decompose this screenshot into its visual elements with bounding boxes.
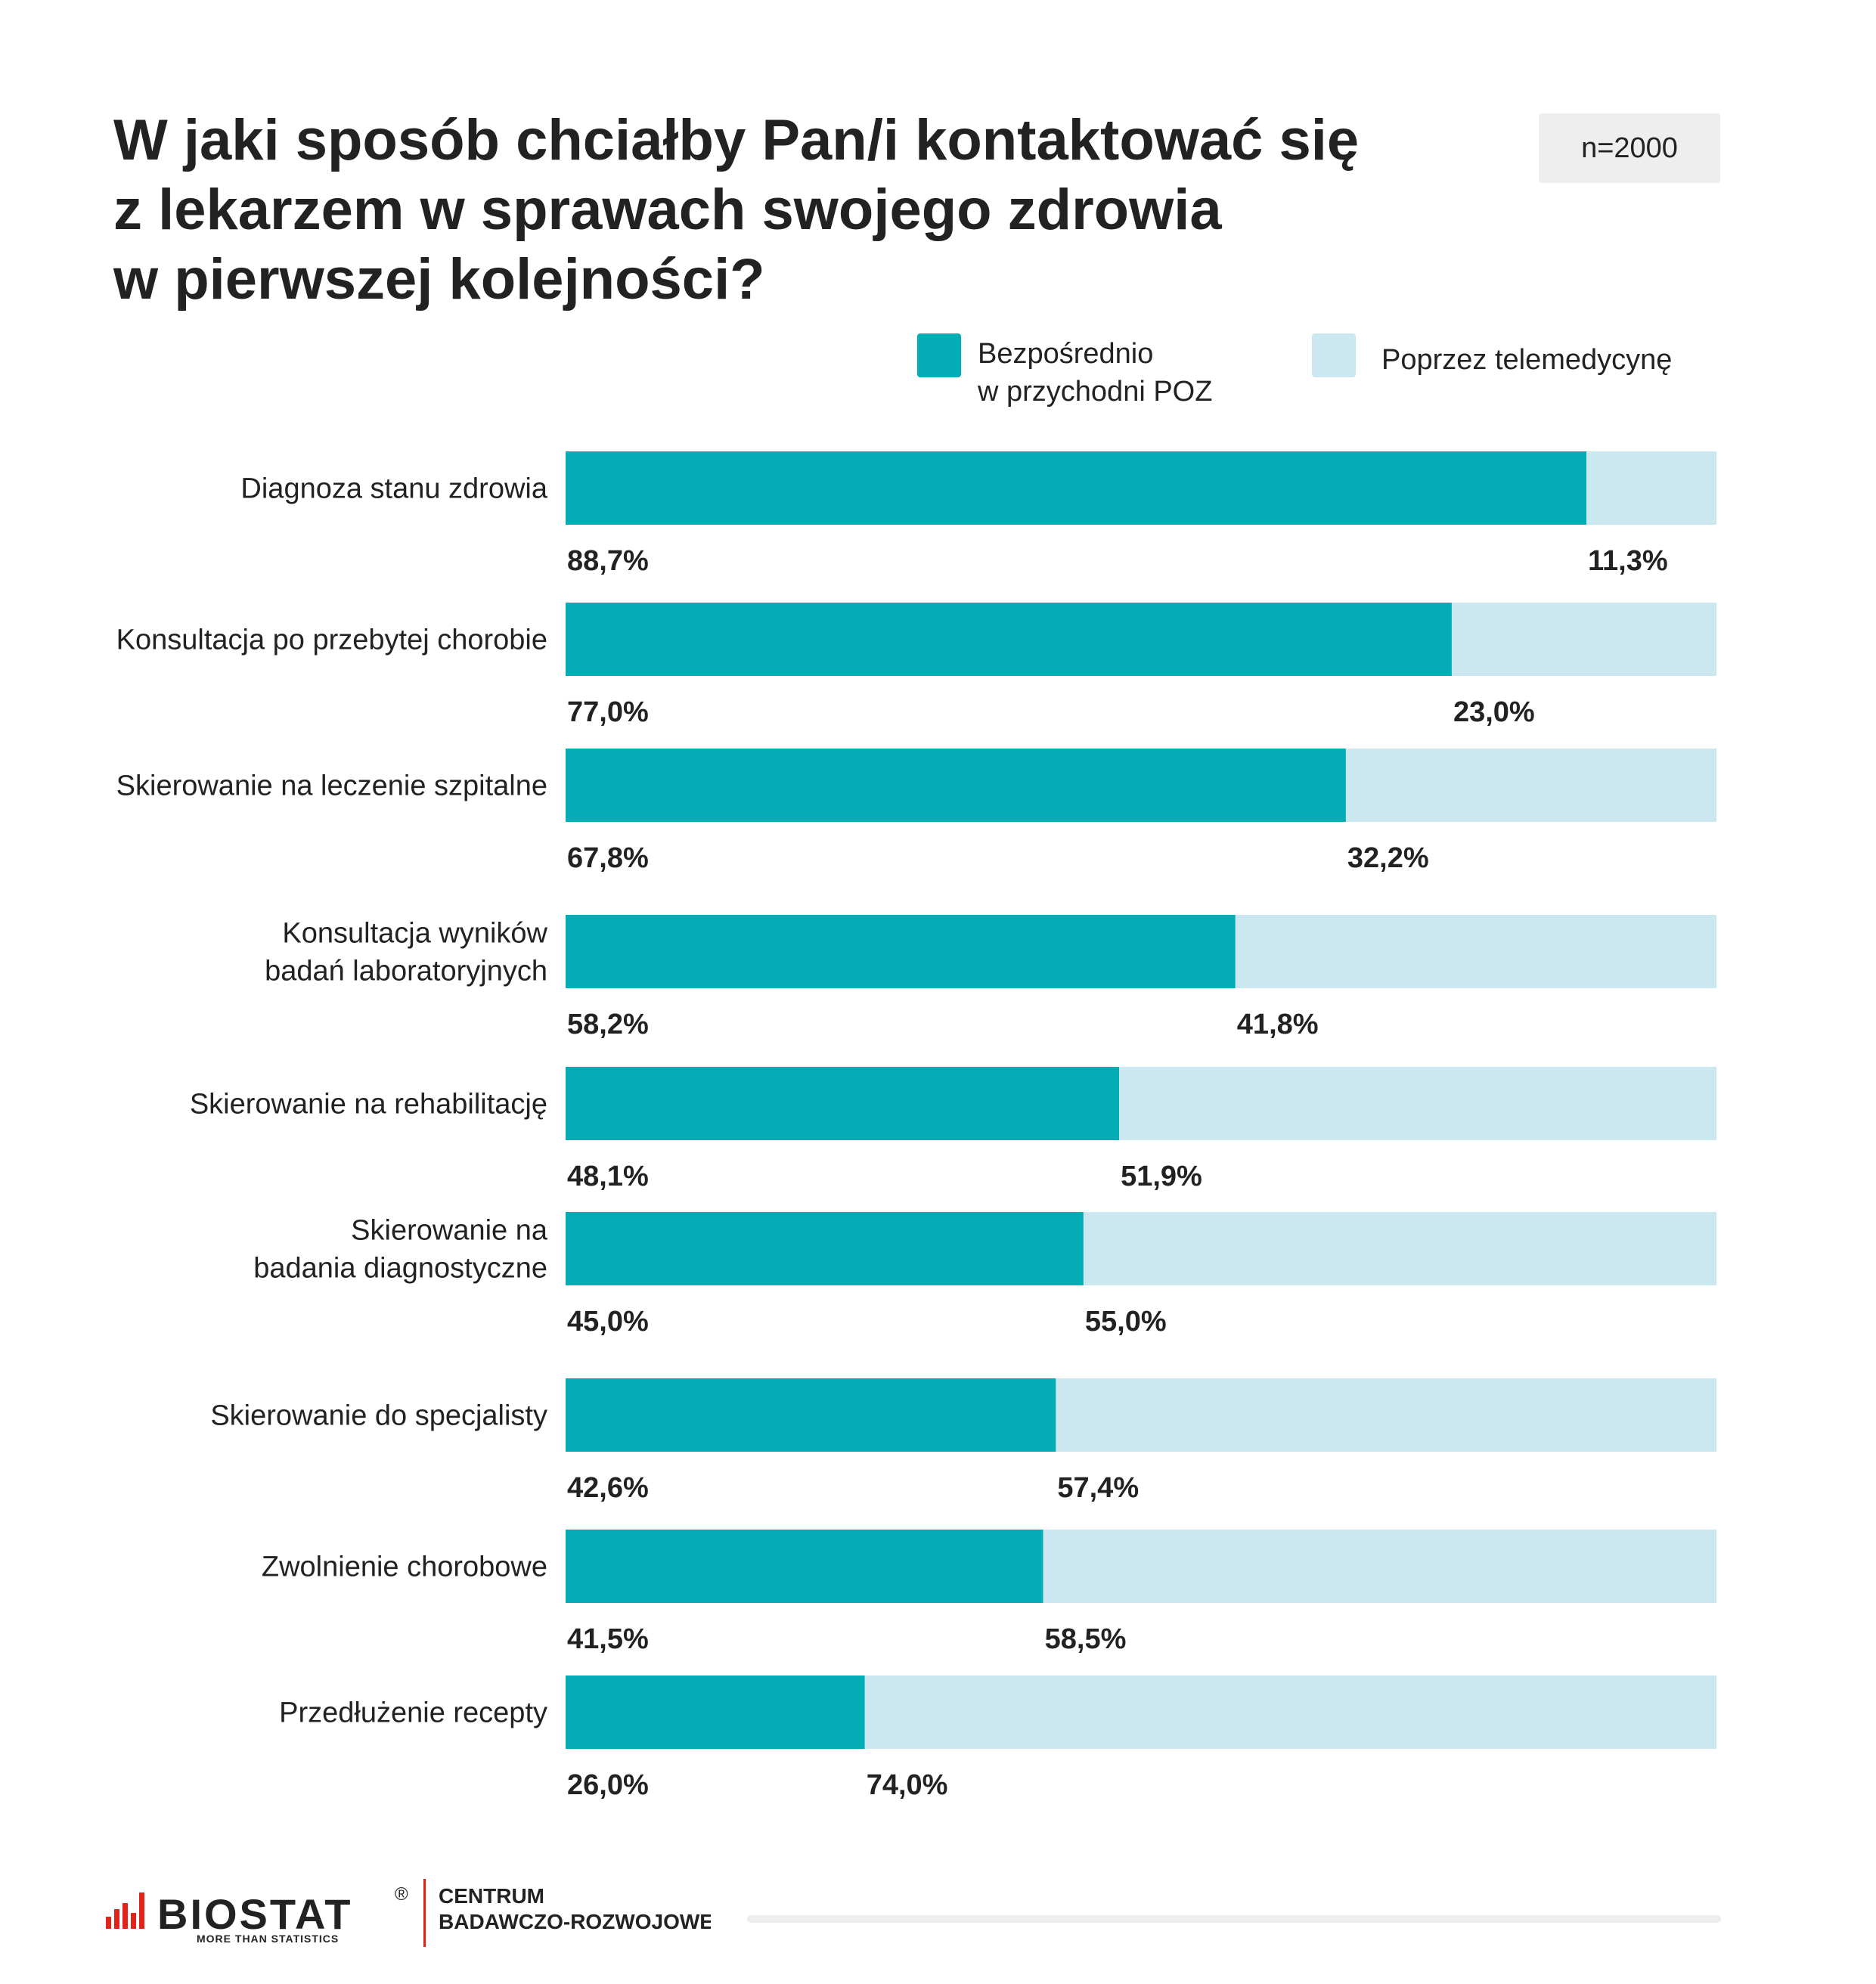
category-label-6-line-1: Skierowanie na — [351, 1215, 548, 1247]
bar-telemedicine-9 — [864, 1676, 1716, 1749]
chart-title-line-3: w pierwszej kolejności? — [113, 247, 765, 312]
category-label-5: Skierowanie na rehabilitację — [190, 1089, 547, 1121]
bar-telemedicine-7 — [1056, 1378, 1716, 1452]
chart-title: W jaki sposób chciałby Pan/i kontaktować… — [113, 106, 1361, 315]
footer-divider-line — [747, 1915, 1721, 1923]
bar-direct-7 — [566, 1378, 1056, 1452]
logo-tagline: MORE THAN STATISTICS — [197, 1933, 339, 1945]
category-label-1: Diagnoza stanu zdrowia — [240, 473, 547, 505]
value-label-telemedicine-8: 58,5% — [1045, 1623, 1127, 1655]
value-label-direct-3: 67,8% — [567, 842, 649, 874]
logo-brand-text: BIOSTAT — [157, 1890, 352, 1938]
value-label-telemedicine-6: 55,0% — [1085, 1306, 1167, 1338]
bar-telemedicine-3 — [1345, 749, 1716, 822]
category-label-8: Zwolnienie chorobowe — [262, 1552, 547, 1583]
value-label-telemedicine-9: 74,0% — [867, 1769, 948, 1801]
bar-direct-2 — [566, 603, 1452, 676]
bar-telemedicine-4 — [1235, 915, 1716, 988]
logo-unit-line-2: BADAWCZO-ROZWOJOWE — [439, 1910, 711, 1933]
category-label-7: Skierowanie do specjalisty — [210, 1400, 547, 1432]
bar-telemedicine-2 — [1451, 603, 1716, 676]
bar-telemedicine-6 — [1083, 1212, 1716, 1285]
value-label-direct-9: 26,0% — [567, 1769, 649, 1801]
value-label-direct-4: 58,2% — [567, 1009, 649, 1040]
bar-telemedicine-5 — [1119, 1067, 1716, 1140]
value-label-direct-8: 41,5% — [567, 1623, 649, 1655]
value-label-direct-2: 77,0% — [567, 696, 649, 728]
logo-registered-mark: ® — [395, 1884, 408, 1905]
legend-label-telemedicine: Poprzez telemedycynę — [1381, 344, 1673, 376]
value-label-telemedicine-3: 32,2% — [1347, 842, 1429, 874]
value-label-telemedicine-5: 51,9% — [1121, 1161, 1202, 1192]
bar-direct-8 — [566, 1530, 1043, 1603]
legend-swatch-direct — [917, 333, 961, 377]
bar-telemedicine-8 — [1043, 1530, 1716, 1603]
value-label-direct-1: 88,7% — [567, 545, 649, 577]
biostat-logo: BIOSTAT ® MORE THAN STATISTICS CENTRUM B… — [106, 1879, 711, 1947]
chart-title-line-2: z lekarzem w sprawach swojego zdrowia — [113, 178, 1222, 242]
category-label-6-line-2: badania diagnostyczne — [253, 1253, 547, 1285]
legend-swatch-telemedicine — [1312, 333, 1356, 377]
category-label-2: Konsultacja po przebytej chorobie — [116, 625, 547, 656]
bar-direct-1 — [566, 451, 1587, 525]
logo-divider — [423, 1879, 426, 1947]
category-label-9: Przedłużenie recepty — [279, 1697, 547, 1729]
category-label-4-line-1: Konsultacja wyników — [282, 918, 547, 950]
bar-direct-3 — [566, 749, 1346, 822]
value-label-telemedicine-2: 23,0% — [1453, 696, 1535, 728]
bar-telemedicine-1 — [1586, 451, 1716, 525]
bar-direct-5 — [566, 1067, 1120, 1140]
logo-bars-icon — [106, 1893, 144, 1929]
bar-direct-9 — [566, 1676, 865, 1749]
category-label-3: Skierowanie na leczenie szpitalne — [116, 770, 547, 802]
value-label-direct-7: 42,6% — [567, 1472, 649, 1504]
bar-direct-6 — [566, 1212, 1084, 1285]
chart-title-line-1: W jaki sposób chciałby Pan/i kontaktować… — [113, 108, 1360, 172]
value-label-direct-6: 45,0% — [567, 1306, 649, 1338]
value-label-telemedicine-1: 11,3% — [1588, 545, 1668, 577]
value-label-direct-5: 48,1% — [567, 1161, 649, 1192]
legend-label-direct: Bezpośrednio w przychodni POZ — [978, 338, 1213, 408]
bar-direct-4 — [566, 915, 1236, 988]
stacked-bar-chart: Diagnoza stanu zdrowia 88,7% 11,3% Konsulta… — [116, 451, 1716, 1801]
logo-unit-line-1: CENTRUM — [439, 1884, 544, 1908]
sample-size-badge: n=2000 — [1539, 113, 1720, 183]
value-label-telemedicine-4: 41,8% — [1237, 1009, 1319, 1040]
category-label-4-line-2: badań laboratoryjnych — [265, 956, 547, 987]
value-label-telemedicine-7: 57,4% — [1057, 1472, 1139, 1504]
